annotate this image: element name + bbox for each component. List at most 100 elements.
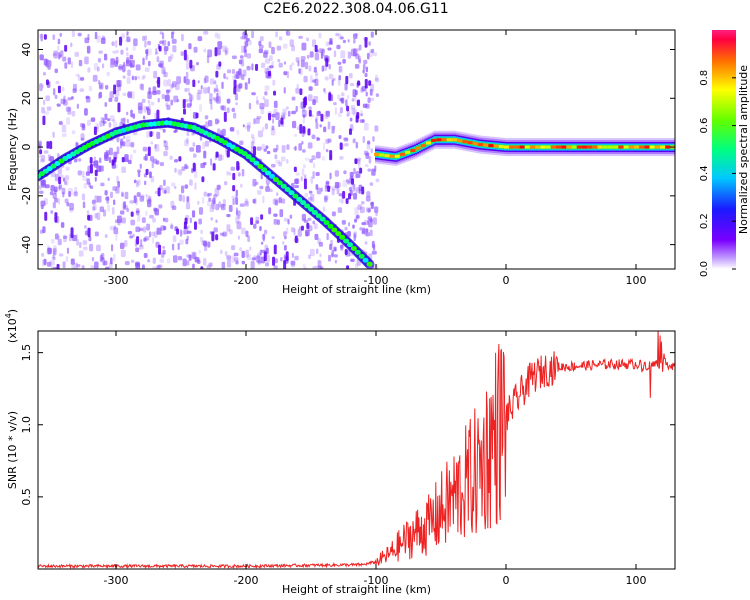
noise-speck <box>315 118 318 123</box>
noise-speck <box>45 79 49 86</box>
x-tick-label: 100 <box>626 274 647 287</box>
noise-speck <box>260 214 264 220</box>
line-trace-point <box>514 145 520 149</box>
noise-speck <box>309 193 315 202</box>
noise-speck <box>234 74 238 79</box>
noise-speck <box>129 54 134 60</box>
noise-speck <box>82 246 88 251</box>
line-trace-point <box>639 145 645 149</box>
noise-speck <box>285 106 289 110</box>
noise-speck <box>368 50 373 58</box>
noise-speck <box>162 249 166 255</box>
noise-speck <box>324 76 329 81</box>
noise-speck <box>57 38 61 45</box>
noise-speck <box>253 223 257 229</box>
noise-speck <box>64 175 70 181</box>
noise-speck <box>90 117 96 122</box>
noise-speck <box>291 96 296 101</box>
noise-speck <box>39 54 44 61</box>
noise-speck <box>94 231 99 237</box>
noise-speck <box>312 171 315 179</box>
noise-speck <box>130 141 135 148</box>
noise-speck <box>39 83 43 92</box>
noise-speck <box>185 62 190 70</box>
noise-speck <box>105 196 110 201</box>
noise-speck <box>43 34 47 40</box>
arc-trace-point <box>276 180 283 186</box>
line-trace-band <box>523 144 527 150</box>
noise-speck <box>80 137 85 141</box>
arc-trace-point <box>331 227 338 233</box>
noise-speck <box>186 235 189 241</box>
noise-speck <box>141 217 146 223</box>
noise-speck <box>289 64 293 71</box>
noise-speck <box>110 58 115 65</box>
noise-speck <box>217 128 221 135</box>
noise-speck <box>113 84 117 95</box>
noise-speck <box>331 188 335 196</box>
noise-speck <box>39 190 44 194</box>
noise-speck <box>237 215 241 220</box>
y-axis-label: SNR (10 * v/v) <box>6 411 19 489</box>
arc-trace-point <box>292 193 299 199</box>
noise-speck <box>302 263 306 268</box>
noise-speck <box>325 148 329 153</box>
noise-speck <box>323 126 327 133</box>
noise-speck <box>235 189 238 197</box>
noise-speck <box>147 48 152 55</box>
noise-speck <box>303 75 308 83</box>
noise-speck <box>226 213 231 218</box>
noise-speck <box>122 202 127 210</box>
noise-speck <box>366 191 371 197</box>
arc-trace-point <box>249 157 256 163</box>
noise-speck <box>53 250 56 258</box>
noise-speck <box>259 225 262 232</box>
noise-speck <box>325 57 329 67</box>
noise-speck <box>145 106 150 111</box>
noise-speck <box>207 49 213 58</box>
noise-speck <box>185 87 190 92</box>
noise-speck <box>239 55 244 59</box>
noise-speck <box>196 200 200 205</box>
noise-speck <box>334 107 337 115</box>
noise-speck <box>126 207 130 213</box>
noise-speck <box>289 214 293 219</box>
noise-speck <box>304 266 307 269</box>
noise-speck <box>75 141 78 148</box>
noise-speck <box>183 76 187 84</box>
noise-speck <box>138 244 144 250</box>
y-tick-label: 0.5 <box>20 488 33 506</box>
noise-speck <box>185 238 189 245</box>
noise-speck <box>184 184 189 189</box>
noise-speck <box>338 134 342 139</box>
noise-speck <box>264 85 270 91</box>
noise-speck <box>50 185 55 192</box>
noise-speck <box>139 163 142 169</box>
noise-speck <box>188 43 192 50</box>
line-trace-point <box>649 145 655 149</box>
noise-speck <box>258 48 264 54</box>
noise-speck <box>303 164 306 169</box>
noise-speck <box>346 105 350 112</box>
noise-speck <box>177 255 183 261</box>
noise-speck <box>280 117 284 125</box>
noise-speck <box>268 41 272 49</box>
noise-speck <box>141 264 145 269</box>
noise-speck <box>237 235 240 240</box>
line-trace-point <box>576 145 582 149</box>
noise-speck <box>358 58 362 64</box>
noise-speck <box>213 80 217 85</box>
line-trace-point <box>452 138 457 142</box>
noise-speck <box>181 230 187 235</box>
noise-speck <box>52 202 56 209</box>
noise-speck <box>220 249 223 255</box>
noise-speck <box>273 218 278 225</box>
noise-speck <box>222 45 228 53</box>
noise-speck <box>121 156 125 163</box>
noise-speck <box>62 261 66 269</box>
noise-speck <box>49 260 55 266</box>
noise-speck <box>361 221 366 226</box>
noise-speck <box>324 195 328 203</box>
